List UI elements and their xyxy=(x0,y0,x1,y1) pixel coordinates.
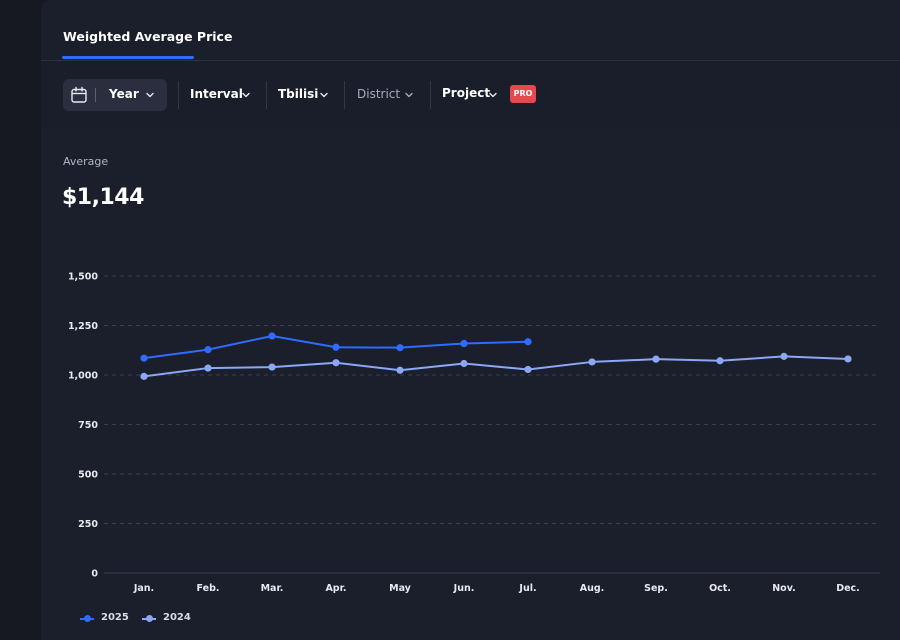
period-label: Year xyxy=(109,87,139,101)
y-tick-label: 1,250 xyxy=(68,321,98,332)
chevron-down-icon xyxy=(320,92,328,98)
grid-lines xyxy=(104,275,880,574)
data-point-2025 xyxy=(140,354,148,362)
data-point-2024 xyxy=(844,355,852,363)
x-tick-label: Jul. xyxy=(518,583,536,594)
data-point-2024 xyxy=(268,363,276,371)
y-tick-label: 0 xyxy=(91,569,98,580)
data-point-2024 xyxy=(652,355,660,363)
x-tick-label: Dec. xyxy=(836,583,860,594)
filter-toolbar: Year Interval Tbilisi District xyxy=(41,61,900,129)
data-point-2024 xyxy=(396,366,404,374)
active-tab-indicator xyxy=(62,56,194,59)
calendar-icon xyxy=(71,86,87,103)
x-tick-label: Aug. xyxy=(580,583,605,594)
data-point-2024 xyxy=(716,357,724,365)
legend-marker xyxy=(146,615,153,622)
toolbar-divider xyxy=(430,81,431,109)
chevron-down-icon xyxy=(405,92,413,98)
summary-value: $1,144 xyxy=(62,185,144,210)
data-point-2025 xyxy=(460,339,468,348)
city-label: Tbilisi xyxy=(278,87,319,101)
interval-label: Interval xyxy=(190,87,243,101)
chevron-down-icon xyxy=(489,92,497,98)
x-tick-label: Jan. xyxy=(133,583,154,594)
data-point-2025 xyxy=(204,346,212,354)
toolbar-divider xyxy=(178,81,179,109)
district-label: District xyxy=(357,87,401,101)
x-tick-label: Sep. xyxy=(644,583,668,594)
data-point-2024 xyxy=(332,359,340,367)
x-tick-label: Apr. xyxy=(325,583,346,594)
data-point-2025 xyxy=(332,343,340,351)
data-point-2024 xyxy=(524,365,532,374)
series-lines xyxy=(140,332,852,380)
data-point-2024 xyxy=(460,359,468,368)
legend-label: 2024 xyxy=(163,612,191,623)
toolbar-divider xyxy=(266,81,267,109)
y-tick-label: 1,000 xyxy=(68,371,98,382)
data-point-2024 xyxy=(588,358,596,366)
data-point-2024 xyxy=(204,364,212,372)
data-point-2024 xyxy=(140,372,148,380)
pro-badge: PRO xyxy=(510,85,536,103)
x-tick-label: Feb. xyxy=(197,583,220,594)
x-tick-label: Mar. xyxy=(261,583,284,594)
x-tick-label: Oct. xyxy=(709,583,731,594)
x-axis-ticks: Jan. Feb. Mar. Apr. May Jun. Jul. Aug. Sep. Oct. N… xyxy=(133,583,860,594)
data-point-2025 xyxy=(396,344,404,352)
y-tick-label: 1,500 xyxy=(68,272,98,283)
x-tick-label: Jun. xyxy=(453,583,475,594)
x-tick-label: Nov. xyxy=(772,583,796,594)
toolbar-divider xyxy=(344,81,345,109)
y-tick-label: 250 xyxy=(78,519,98,530)
main-panel: Weighted Average Price Year Interval xyxy=(41,0,900,640)
period-select[interactable]: Year xyxy=(63,79,167,111)
chevron-down-icon xyxy=(242,92,250,98)
series-line-2024 xyxy=(143,355,849,378)
tab-bar: Weighted Average Price xyxy=(41,0,900,61)
y-axis-ticks: 0 250 500 750 1,000 1,250 1,500 xyxy=(68,272,98,580)
data-point-2024 xyxy=(780,352,788,360)
project-label: Project xyxy=(442,86,491,100)
x-tick-label: May xyxy=(389,583,412,594)
legend-label: 2025 xyxy=(101,612,129,623)
y-tick-label: 500 xyxy=(78,470,98,481)
legend-marker xyxy=(84,615,91,622)
data-point-2025 xyxy=(524,338,532,346)
tab-weighted-average-price[interactable]: Weighted Average Price xyxy=(63,29,233,44)
data-point-2025 xyxy=(268,332,276,340)
chevron-down-icon xyxy=(146,92,154,98)
period-divider xyxy=(95,88,96,102)
summary-label: Average xyxy=(63,155,109,168)
y-tick-label: 750 xyxy=(78,420,98,431)
